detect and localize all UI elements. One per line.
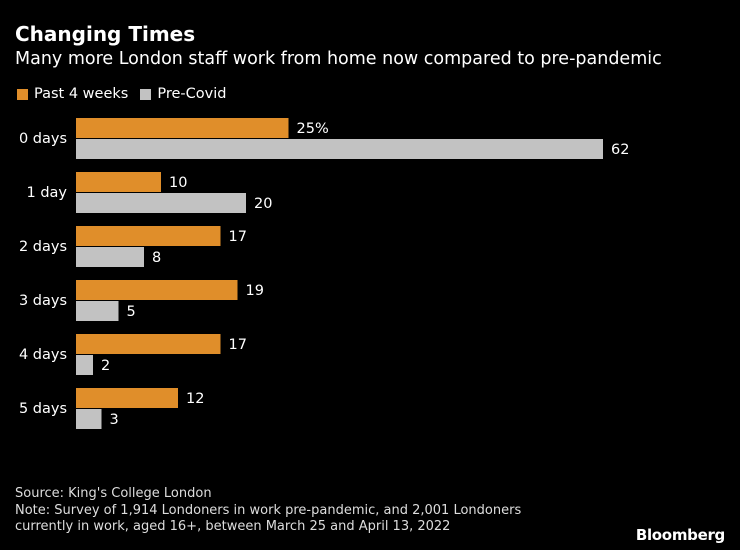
legend-label-pre: Pre-Covid (157, 86, 227, 102)
bar-pre-covid (76, 355, 93, 375)
bloomberg-logo: Bloomberg (635, 526, 725, 544)
bar-past-4-weeks (76, 172, 161, 192)
bar-chart: 0 days 25% 62 1 day 10 20 2 days 17 8 3 days 19 5 4 … (19, 118, 629, 429)
chart-title: Changing Times (15, 22, 196, 46)
bar-pre-covid (76, 139, 603, 159)
bar-pre-covid (76, 247, 144, 267)
category-label: 3 days (19, 293, 67, 309)
bar-past-4-weeks (76, 388, 178, 408)
data-label: 17 (229, 229, 247, 245)
bar-past-4-weeks (76, 118, 289, 138)
data-label: 17 (229, 337, 247, 353)
data-label: 2 (101, 358, 110, 374)
legend-swatch-pre (140, 88, 152, 100)
data-label: 10 (169, 175, 187, 191)
category-label: 4 days (19, 347, 67, 363)
source-text: Source: King's College London (15, 486, 212, 501)
data-label: 8 (152, 250, 161, 266)
category-label: 2 days (19, 239, 67, 255)
legend-label-past: Past 4 weeks (34, 86, 129, 102)
category-label: 5 days (19, 401, 67, 417)
legend-item-pre: Pre-Covid (140, 86, 226, 102)
legend: Past 4 weeks Pre-Covid (17, 86, 226, 102)
bar-pre-covid (76, 409, 102, 429)
footer: Source: King's College London Note: Surv… (15, 486, 575, 536)
category-label: 0 days (19, 131, 67, 147)
data-label: 19 (246, 283, 264, 299)
bar-pre-covid (76, 193, 246, 213)
bar-past-4-weeks (76, 280, 238, 300)
data-label: 12 (186, 391, 204, 407)
data-label: 25% (297, 121, 329, 137)
chart-subtitle: Many more London staff work from home no… (15, 49, 662, 69)
bar-past-4-weeks (76, 226, 221, 246)
data-label: 20 (254, 196, 272, 212)
note-text: Note: Survey of 1,914 Londoners in work … (15, 502, 522, 535)
data-label: 3 (110, 412, 119, 428)
bar-past-4-weeks (76, 334, 221, 354)
data-label: 62 (611, 142, 629, 158)
bar-pre-covid (76, 301, 119, 321)
legend-item-past: Past 4 weeks (17, 86, 128, 102)
category-label: 1 day (26, 185, 67, 201)
legend-swatch-past (17, 88, 28, 100)
data-label: 5 (127, 304, 136, 320)
